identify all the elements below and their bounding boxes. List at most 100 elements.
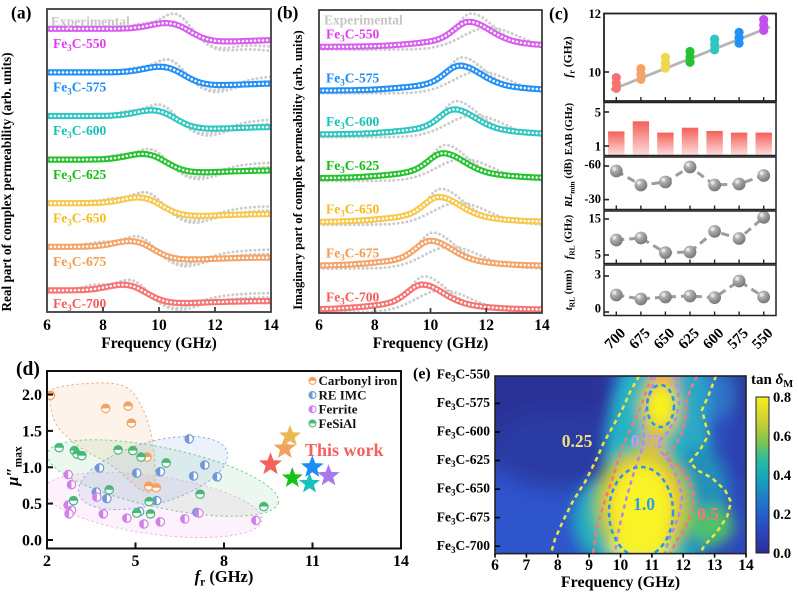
svg-text:Fe3C-650: Fe3C-650	[326, 202, 379, 219]
svg-text:0.2: 0.2	[773, 507, 791, 523]
svg-text:0.6: 0.6	[773, 429, 791, 445]
svg-text:8: 8	[554, 557, 562, 574]
svg-text:575: 575	[725, 326, 752, 353]
svg-text:7: 7	[523, 557, 531, 574]
svg-text:Real part of complex permeabil: Real part of complex permeability (arb. …	[0, 53, 14, 312]
svg-text:(d): (d)	[16, 359, 40, 380]
svg-text:5: 5	[595, 248, 601, 262]
svg-text:10: 10	[613, 557, 629, 574]
svg-text:(e): (e)	[413, 366, 431, 383]
svg-text:tRL (mm): tRL (mm)	[564, 269, 577, 310]
svg-text:0: 0	[595, 302, 601, 316]
svg-text:Fe3C-675: Fe3C-675	[326, 246, 379, 263]
svg-text:12: 12	[207, 317, 223, 334]
svg-text:Fe3C-575: Fe3C-575	[53, 80, 106, 97]
svg-text:fRL (GHz): fRL (GHz)	[564, 214, 577, 259]
svg-text:Fe3C-600: Fe3C-600	[53, 123, 106, 140]
svg-text:2.0: 2.0	[22, 387, 42, 404]
svg-text:-60: -60	[584, 158, 601, 172]
svg-text:11: 11	[645, 557, 660, 574]
svg-text:RLmin (dB): RLmin (dB)	[564, 158, 577, 208]
svg-text:Fe3C-550: Fe3C-550	[437, 367, 490, 384]
svg-text:-30: -30	[584, 192, 601, 206]
svg-text:600: 600	[700, 326, 727, 353]
svg-text:Fe3C-650: Fe3C-650	[53, 210, 106, 227]
svg-text:0.75: 0.75	[631, 431, 662, 451]
svg-text:10: 10	[151, 317, 167, 334]
svg-text:1.0: 1.0	[633, 494, 655, 514]
svg-text:(a): (a)	[11, 3, 32, 23]
svg-text:Experimental: Experimental	[324, 13, 403, 28]
svg-text:FeSiAl: FeSiAl	[319, 416, 357, 431]
svg-text:0.4: 0.4	[773, 468, 791, 484]
svg-text:0.0: 0.0	[22, 533, 42, 550]
svg-text:0.5: 0.5	[22, 496, 42, 513]
svg-text:Frequency (GHz): Frequency (GHz)	[561, 574, 680, 591]
svg-text:Fe3C-625: Fe3C-625	[53, 167, 106, 184]
svg-text:Fe3C-625: Fe3C-625	[326, 158, 379, 175]
svg-text:14: 14	[393, 553, 409, 570]
svg-text:14: 14	[534, 317, 550, 334]
svg-text:fr (GHz): fr (GHz)	[563, 36, 577, 77]
svg-text:RE IMC: RE IMC	[319, 387, 367, 402]
svg-text:15: 15	[589, 212, 602, 226]
svg-text:Carbonyl iron: Carbonyl iron	[319, 373, 399, 388]
svg-text:12: 12	[676, 557, 692, 574]
svg-text:Fe3C-675: Fe3C-675	[437, 509, 490, 526]
svg-text:11: 11	[305, 553, 320, 570]
svg-text:625: 625	[676, 326, 703, 353]
svg-text:tan δM: tan δM	[751, 372, 793, 390]
svg-text:675: 675	[627, 326, 654, 353]
svg-text:0.5: 0.5	[697, 504, 719, 524]
svg-text:Frequency (GHz): Frequency (GHz)	[373, 335, 489, 352]
svg-text:1: 1	[595, 140, 601, 154]
svg-text:Fe3C-700: Fe3C-700	[53, 296, 106, 313]
svg-text:Experimental: Experimental	[51, 14, 130, 29]
svg-text:14: 14	[263, 317, 279, 334]
svg-text:(b): (b)	[277, 3, 299, 23]
svg-text:(c): (c)	[549, 4, 569, 24]
svg-text:8: 8	[220, 553, 228, 570]
svg-text:Fe3C-675: Fe3C-675	[53, 254, 106, 271]
svg-text:Fe3C-700: Fe3C-700	[326, 289, 379, 306]
svg-text:Fe3C-575: Fe3C-575	[326, 70, 379, 87]
svg-text:Fe3C-625: Fe3C-625	[437, 452, 490, 469]
svg-text:8: 8	[371, 317, 379, 334]
svg-text:12: 12	[589, 7, 602, 21]
svg-text:650: 650	[651, 326, 678, 353]
svg-text:Frequency (GHz): Frequency (GHz)	[101, 335, 217, 352]
svg-text:Imaginary part of complex perm: Imaginary part of complex permeability (…	[291, 30, 305, 310]
svg-text:1.5: 1.5	[22, 423, 42, 440]
svg-text:This work: This work	[305, 440, 384, 460]
svg-text:14: 14	[738, 557, 754, 574]
svg-text:0.0: 0.0	[773, 546, 791, 562]
svg-text:0.25: 0.25	[562, 431, 593, 451]
svg-text:6: 6	[43, 317, 51, 334]
svg-text:μ″max: μ″max	[3, 446, 25, 487]
svg-text:Fe3C-575: Fe3C-575	[437, 395, 490, 412]
svg-text:EAB (GHz): EAB (GHz)	[564, 102, 575, 155]
svg-text:3: 3	[595, 268, 601, 282]
svg-text:5: 5	[595, 106, 601, 120]
svg-text:Fe3C-600: Fe3C-600	[437, 424, 490, 441]
svg-text:10: 10	[589, 66, 602, 80]
svg-text:700: 700	[602, 326, 629, 353]
svg-text:8: 8	[99, 317, 107, 334]
svg-text:Fe3C-600: Fe3C-600	[326, 114, 379, 131]
svg-text:Fe3C-700: Fe3C-700	[437, 538, 490, 555]
svg-text:13: 13	[707, 557, 723, 574]
svg-text:5: 5	[132, 553, 140, 570]
svg-text:12: 12	[479, 317, 495, 334]
svg-text:Fe3C-550: Fe3C-550	[53, 36, 106, 53]
svg-text:0.8: 0.8	[773, 390, 791, 406]
svg-text:10: 10	[423, 317, 439, 334]
svg-text:fr (GHz): fr (GHz)	[195, 567, 254, 589]
svg-text:Fe3C-550: Fe3C-550	[326, 27, 379, 44]
svg-text:6: 6	[315, 317, 323, 334]
svg-text:Fe3C-650: Fe3C-650	[437, 481, 490, 498]
svg-text:9: 9	[585, 557, 593, 574]
svg-text:Ferrite: Ferrite	[319, 402, 358, 417]
svg-text:550: 550	[749, 326, 776, 353]
svg-text:6: 6	[491, 557, 499, 574]
svg-text:1.0: 1.0	[22, 460, 42, 477]
